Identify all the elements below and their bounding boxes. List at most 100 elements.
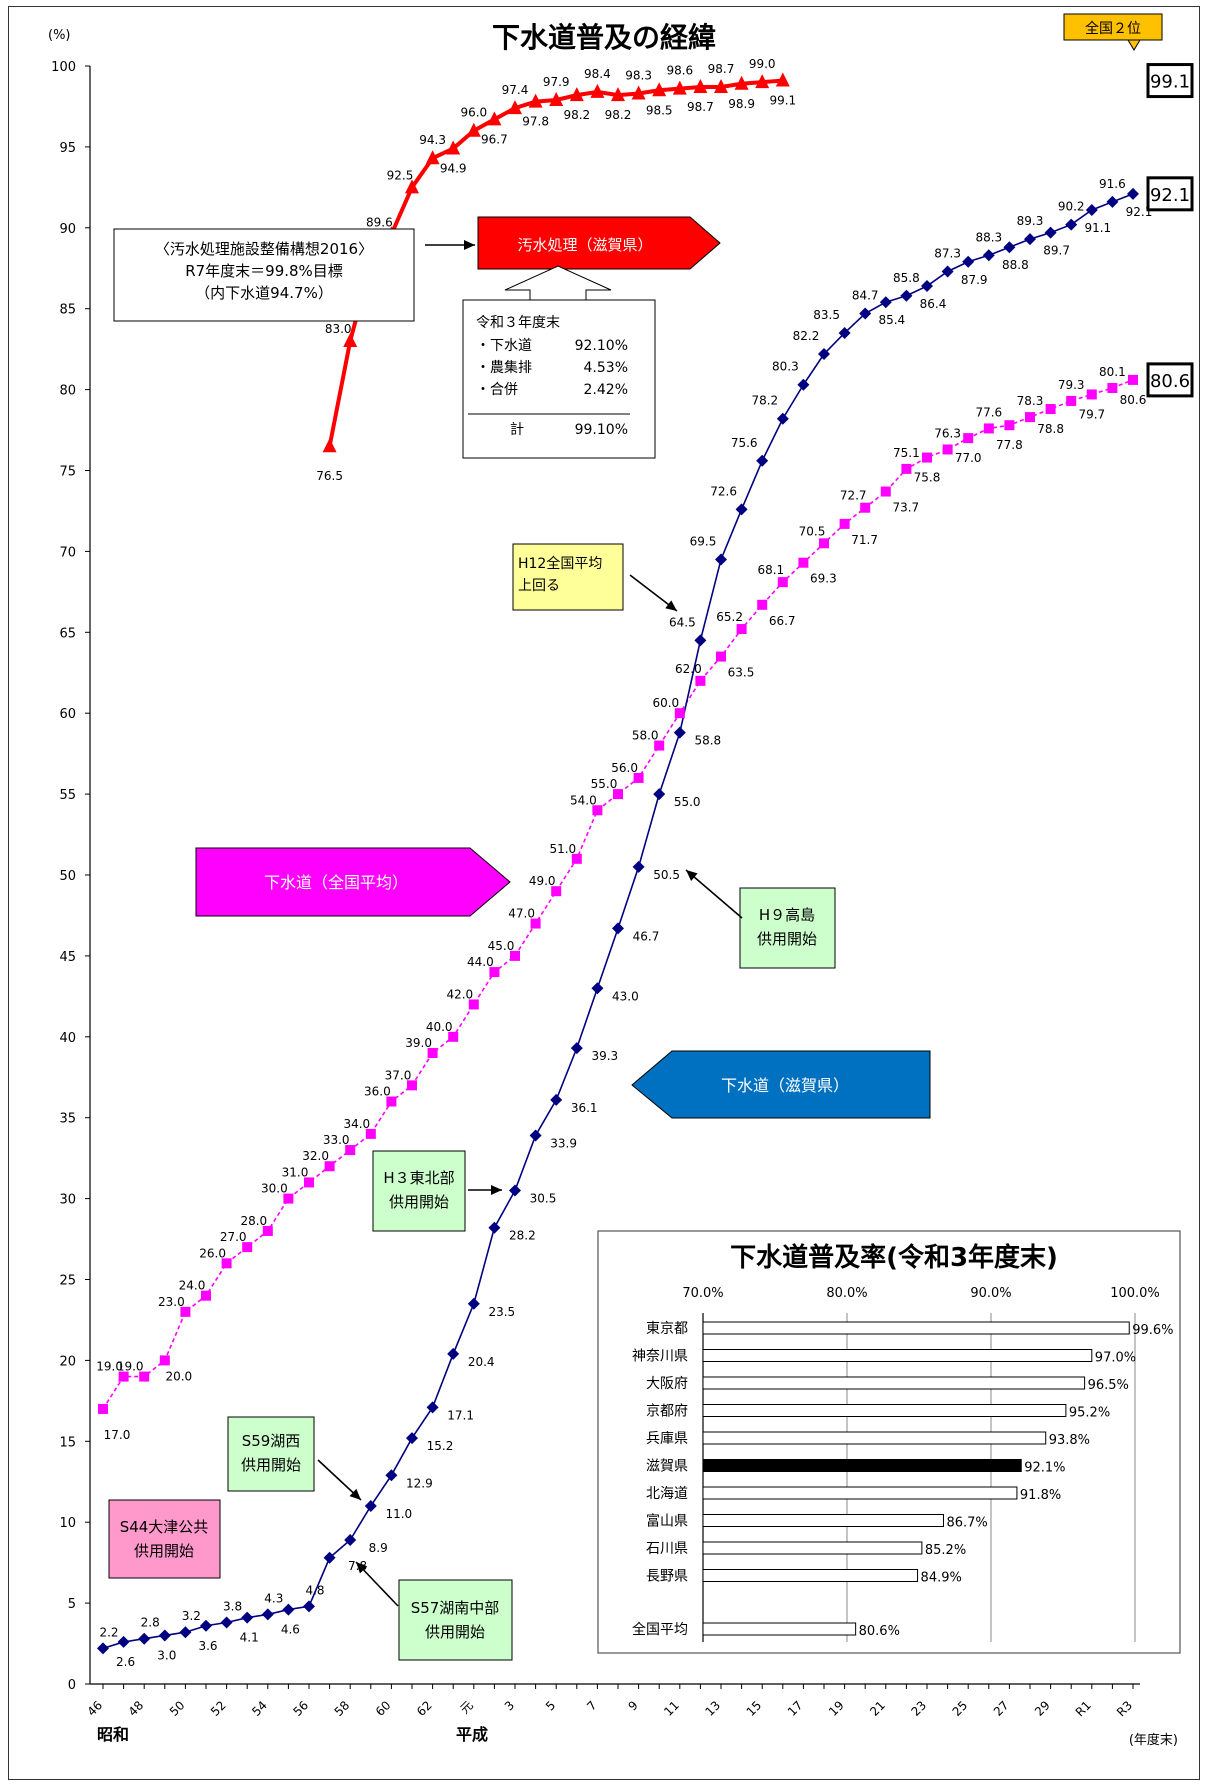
data-label: 45.0 — [488, 939, 515, 953]
data-point-diamond — [509, 1184, 521, 1197]
national-arrow-label: 下水道（全国平均） — [264, 873, 408, 892]
data-label: 30.5 — [530, 1192, 557, 1206]
data-label: 96.7 — [481, 132, 508, 146]
data-point-triangle — [714, 79, 728, 94]
data-label: 88.3 — [975, 230, 1002, 244]
data-label: 98.2 — [605, 108, 632, 122]
data-point-square — [221, 1258, 232, 1269]
inset-bar — [702, 1459, 1022, 1472]
shiga-arrow-label: 下水道（滋賀県） — [721, 1076, 849, 1095]
data-point-diamond — [1003, 241, 1016, 254]
data-point-square — [345, 1145, 356, 1156]
data-label: 97.9 — [543, 75, 570, 89]
era-label-showa: 昭和 — [97, 1725, 129, 1744]
data-label: 24.0 — [179, 1279, 206, 1293]
s59-arrow-head — [349, 1488, 361, 1500]
y-tick-label: 30 — [59, 1193, 76, 1208]
s57-box — [398, 1579, 513, 1661]
s59-label: S59湖西 — [242, 1432, 301, 1450]
data-label: 87.3 — [934, 246, 961, 260]
data-label: 26.0 — [199, 1246, 226, 1260]
x-tick-label: 62 — [414, 1698, 435, 1719]
data-point-square — [1045, 404, 1056, 415]
x-tick-label: 48 — [126, 1698, 147, 1719]
data-point-triangle — [487, 111, 502, 126]
data-label: 46.7 — [633, 929, 660, 943]
s57-label: S57湖南中部 — [411, 1599, 500, 1617]
data-label: 12.9 — [406, 1476, 433, 1490]
data-label: 20.4 — [468, 1355, 495, 1369]
inset-bar — [702, 1486, 1018, 1500]
data-point-triangle — [672, 80, 687, 95]
data-point-diamond — [570, 1042, 583, 1055]
data-point-square — [757, 599, 768, 610]
inset-bar — [702, 1404, 1067, 1417]
data-point-diamond — [859, 307, 872, 320]
y-tick-label: 65 — [59, 626, 76, 641]
data-label: 23.5 — [488, 1305, 515, 1319]
data-label: 76.5 — [316, 469, 343, 483]
data-label: 23.0 — [158, 1295, 185, 1309]
data-label: 88.8 — [1002, 258, 1029, 272]
y-tick-label: 50 — [59, 869, 76, 884]
end-value-box — [1146, 362, 1194, 398]
data-label: 73.7 — [892, 501, 919, 515]
data-label: 94.3 — [419, 133, 446, 147]
inset-bar — [702, 1349, 1093, 1362]
inset-bar — [702, 1431, 1047, 1445]
data-point-square — [1066, 395, 1077, 406]
data-point-diamond — [715, 553, 727, 566]
data-label: 19.0 — [96, 1360, 123, 1374]
inset-value-label: 80.6% — [859, 1624, 900, 1639]
data-point-triangle — [755, 74, 770, 89]
end-value-label: 99.1 — [1150, 72, 1190, 93]
data-point-diamond — [200, 1619, 212, 1632]
data-label: 42.0 — [446, 987, 473, 1001]
h12-label: H12全国平均 — [518, 555, 602, 572]
inset-value-label: 85.2% — [925, 1543, 966, 1558]
y-tick-label: 55 — [59, 788, 76, 803]
data-label: 2.8 — [141, 1616, 160, 1630]
data-point-square — [242, 1242, 253, 1253]
data-label: 84.7 — [852, 289, 879, 303]
data-label: 79.3 — [1058, 378, 1085, 392]
data-point-triangle — [425, 150, 440, 165]
data-label: 28.2 — [509, 1229, 536, 1243]
data-label: 75.6 — [731, 436, 758, 450]
data-label: 97.4 — [502, 83, 529, 97]
data-point-square — [963, 433, 974, 444]
data-point-diamond — [406, 1432, 418, 1445]
y-axis-unit: (%) — [48, 28, 71, 43]
data-point-diamond — [879, 296, 892, 309]
end-value-label: 92.1 — [1150, 185, 1190, 206]
data-label: 17.0 — [104, 1428, 131, 1442]
data-label: 66.7 — [769, 614, 796, 628]
data-label: 39.0 — [405, 1036, 432, 1050]
y-tick-label: 10 — [59, 1516, 76, 1531]
x-tick-label: 54 — [249, 1698, 270, 1719]
data-point-diamond — [261, 1608, 274, 1621]
y-tick-label: 80 — [59, 384, 76, 399]
data-label: 90.2 — [1058, 200, 1085, 214]
inset-category-label: 滋賀県 — [646, 1459, 688, 1475]
data-point-square — [922, 452, 932, 463]
x-tick-label: 17 — [785, 1698, 806, 1719]
data-point-diamond — [941, 265, 954, 278]
data-label: 70.5 — [799, 524, 826, 538]
data-point-square — [159, 1355, 170, 1366]
data-label: 89.6 — [366, 215, 393, 229]
y-tick-label: 25 — [59, 1274, 76, 1289]
data-label: 55.0 — [591, 777, 618, 791]
data-label: 27.0 — [220, 1230, 247, 1244]
data-label: 33.0 — [323, 1133, 350, 1147]
s44-label: S44大津公共 — [120, 1518, 209, 1536]
h3-label: 供用開始 — [389, 1193, 449, 1211]
x-tick-label: R1 — [1073, 1698, 1094, 1719]
data-point-square — [777, 577, 788, 588]
inset-category-label: 東京都 — [646, 1321, 688, 1337]
rank-badge-pointer — [1127, 39, 1141, 51]
breakdown-total-value: 99.10% — [575, 422, 628, 438]
data-label: 62.0 — [675, 662, 702, 676]
breakdown-up-arrow — [504, 265, 612, 301]
data-label: 98.4 — [584, 67, 611, 81]
